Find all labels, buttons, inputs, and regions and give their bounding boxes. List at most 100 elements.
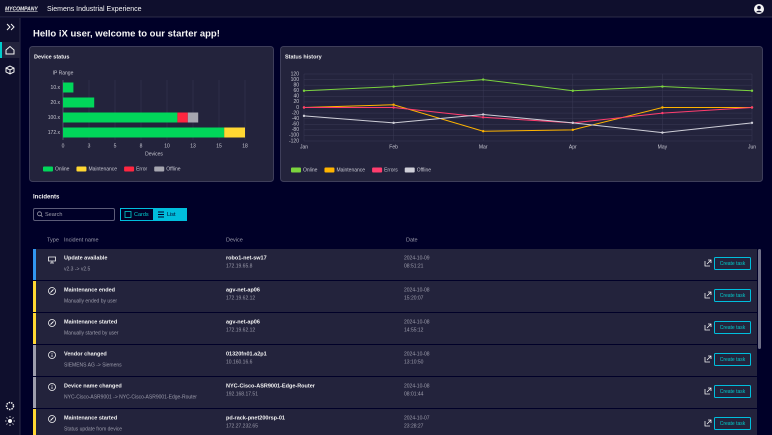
column-header[interactable]: Device	[226, 237, 243, 243]
data-point	[392, 106, 395, 109]
y-tick-label: 120	[291, 71, 300, 77]
create-task-button[interactable]	[714, 385, 751, 398]
data-point	[750, 106, 754, 109]
open-link-icon[interactable]	[704, 323, 712, 331]
type-icon	[48, 287, 56, 295]
scrollbar[interactable]	[758, 249, 761, 349]
column-header[interactable]: Incident name	[64, 237, 99, 243]
legend-swatch[interactable]	[372, 167, 383, 173]
column-header[interactable]: Type	[47, 237, 59, 243]
cards-label[interactable]: Cards	[134, 212, 149, 218]
search-icon-handle	[40, 215, 43, 218]
legend-label[interactable]: Online	[55, 167, 70, 173]
data-point	[661, 131, 664, 134]
legend-swatch[interactable]	[291, 167, 301, 173]
incident-row[interactable]	[33, 249, 757, 280]
create-task-label[interactable]: Create task	[720, 261, 746, 267]
incident-date: 2024-10-08	[404, 319, 430, 325]
legend-swatch[interactable]	[43, 166, 53, 172]
type-icon	[48, 415, 56, 423]
create-task-label[interactable]: Create task	[720, 421, 746, 427]
bar-segment	[187, 112, 199, 123]
avatar-head[interactable]	[757, 5, 761, 10]
open-link-icon[interactable]	[704, 291, 712, 299]
theme-icon[interactable]	[5, 416, 15, 426]
create-task-button[interactable]	[714, 353, 751, 366]
list-toggle[interactable]	[153, 208, 187, 221]
legend-swatch[interactable]	[154, 166, 165, 172]
data-point	[750, 89, 754, 92]
devices-icon[interactable]	[5, 65, 15, 75]
legend-swatch[interactable]	[404, 167, 415, 173]
incident-row[interactable]	[33, 377, 757, 408]
topbar	[0, 0, 772, 17]
open-link-icon[interactable]	[704, 355, 712, 363]
open-link-icon[interactable]	[704, 387, 712, 395]
legend-swatch[interactable]	[324, 167, 335, 173]
legend-swatch[interactable]	[76, 166, 87, 172]
incident-detail: NYC-Cisco-ASR9001 -> NYC-Cisco-ASR9001-E…	[64, 394, 197, 400]
y-tick-label: 40	[293, 94, 299, 100]
avatar-body[interactable]	[755, 10, 763, 13]
create-task-button[interactable]	[714, 417, 751, 430]
x-tick-label: 5	[114, 143, 117, 149]
device-ip: 192.168.17.51	[226, 391, 258, 397]
row-severity-stripe	[33, 345, 36, 376]
incident-detail: Manually ended by user	[64, 298, 117, 304]
bar-segment	[63, 127, 225, 138]
row-severity-stripe	[33, 409, 36, 435]
incident-date: 2024-10-07	[404, 415, 430, 421]
create-task-button[interactable]	[714, 289, 751, 302]
create-task-label[interactable]: Create task	[720, 357, 746, 363]
logo[interactable]: MYCOMPANY	[5, 6, 38, 12]
incident-date: 2024-10-08	[404, 383, 430, 389]
create-task-button[interactable]	[714, 257, 751, 270]
data-point	[392, 121, 395, 125]
nav-home-active[interactable]	[0, 42, 20, 58]
legend-label[interactable]: Maintenance	[88, 167, 117, 173]
x-tick-label: Feb	[389, 144, 398, 150]
list-label[interactable]: List	[167, 212, 176, 218]
settings-icon[interactable]	[5, 401, 15, 411]
y-tick-label: 10.x	[51, 85, 61, 91]
incident-date: 2024-10-09	[404, 255, 430, 261]
sun-rays[interactable]	[5, 416, 15, 426]
legend-label[interactable]: Offline	[166, 167, 181, 173]
incidents-title: Incidents	[33, 195, 60, 201]
incident-row[interactable]	[33, 313, 757, 344]
legend-label[interactable]: Errors	[384, 168, 398, 174]
incident-date: 2024-10-08	[404, 351, 430, 357]
y-tick-label: -120	[289, 138, 299, 144]
create-task-label[interactable]: Create task	[720, 325, 746, 331]
y-tick-label: 20.x	[51, 100, 61, 106]
expand-icon[interactable]	[6, 23, 15, 31]
data-point	[571, 89, 574, 92]
data-point	[302, 114, 306, 118]
legend-label[interactable]: Online	[303, 168, 318, 174]
incident-name: Maintenance started	[64, 319, 117, 325]
data-point	[482, 130, 485, 133]
user-avatar[interactable]	[754, 4, 764, 14]
legend-swatch[interactable]	[124, 166, 135, 172]
legend-label[interactable]: Offline	[417, 168, 432, 174]
legend-label[interactable]: Error	[136, 167, 147, 173]
home-icon[interactable]	[5, 45, 15, 55]
incident-time: 23:28:27	[404, 423, 424, 429]
incident-row[interactable]	[33, 281, 757, 312]
device-name: pd-rack-pnet200rsp-01	[226, 415, 285, 421]
create-task-label[interactable]: Create task	[720, 389, 746, 395]
search-input[interactable]	[33, 208, 115, 221]
data-point	[571, 121, 574, 125]
create-task-label[interactable]: Create task	[720, 293, 746, 299]
column-header[interactable]: Date	[406, 237, 418, 243]
create-task-button[interactable]	[714, 321, 751, 334]
open-link-icon[interactable]	[704, 419, 712, 427]
incident-row[interactable]	[33, 345, 757, 376]
legend-label[interactable]: Maintenance	[336, 168, 365, 174]
x-tick-label: 3	[88, 143, 91, 149]
sun-core[interactable]	[8, 419, 12, 423]
app-name: Siemens Industrial Experience	[47, 6, 142, 13]
open-link-icon[interactable]	[704, 259, 712, 267]
data-point	[392, 85, 395, 88]
incident-row[interactable]	[33, 409, 757, 435]
